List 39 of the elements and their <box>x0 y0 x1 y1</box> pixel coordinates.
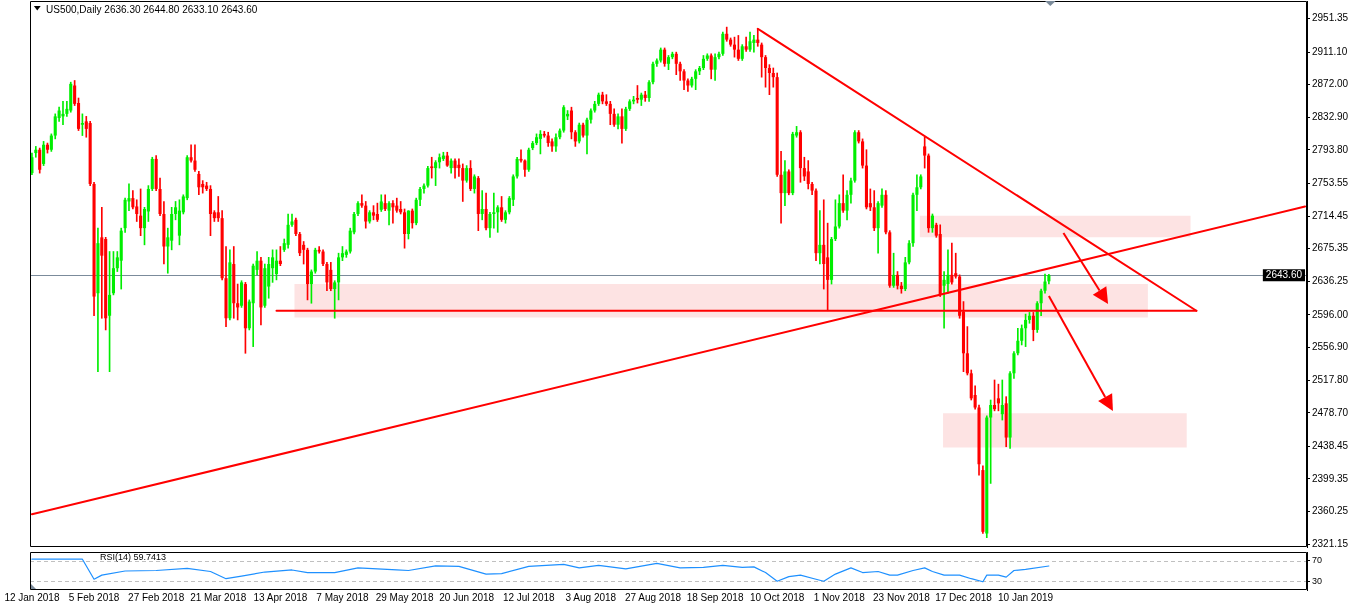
x-tick-label: 27 Aug 2018 <box>624 591 682 603</box>
x-tick-label: 1 Nov 2018 <box>813 591 866 603</box>
x-tick-label: 10 Oct 2018 <box>749 591 805 603</box>
x-tick-label: 12 Jan 2018 <box>4 591 60 603</box>
y-tick-label: 2517.80 <box>1312 373 1349 385</box>
ref-line-label: 2643.60 <box>1265 269 1303 281</box>
x-tick-label: 23 Nov 2018 <box>873 591 931 603</box>
y-tick-label: 2714.45 <box>1312 209 1349 221</box>
y-tick-label: 2360.25 <box>1312 505 1349 517</box>
y-tick-label: 2399.35 <box>1312 472 1349 484</box>
y-tick-label: 2556.90 <box>1312 341 1349 353</box>
y-tick-label: 2951.35 <box>1312 12 1349 24</box>
y-tick-label: 30 <box>1312 575 1323 586</box>
x-tick-label: 21 Mar 2018 <box>190 591 247 603</box>
y-tick-label: 2438.45 <box>1312 440 1349 452</box>
x-tick-label: 5 Feb 2018 <box>68 591 120 603</box>
y-tick-label: 2636.25 <box>1312 275 1349 287</box>
y-tick-label: 70 <box>1312 555 1323 566</box>
x-tick-label: 20 Jun 2018 <box>439 591 495 603</box>
x-tick-label: 13 Apr 2018 <box>253 591 308 603</box>
x-tick-label: 29 May 2018 <box>375 591 434 603</box>
x-tick-label: 18 Sep 2018 <box>686 591 744 603</box>
y-tick-label: 2911.10 <box>1312 45 1348 57</box>
x-tick-label: 17 Dec 2018 <box>935 591 993 603</box>
y-tick-label: 2793.80 <box>1312 143 1349 155</box>
chart-title: RSI(14) 59.7413 <box>100 551 167 562</box>
y-tick-label: 2832.90 <box>1312 111 1349 123</box>
x-tick-label: 10 Jan 2019 <box>998 591 1054 603</box>
y-tick-label: 2478.70 <box>1312 406 1349 418</box>
y-tick-label: 2596.00 <box>1312 308 1349 320</box>
y-tick-label: 2675.35 <box>1312 242 1349 254</box>
y-tick-label: 2872.00 <box>1312 78 1349 90</box>
y-tick-label: 2321.15 <box>1312 537 1349 549</box>
x-tick-label: 12 Jul 2018 <box>502 591 556 603</box>
x-tick-label: 27 Feb 2018 <box>128 591 185 603</box>
y-tick-label: 2753.55 <box>1312 177 1349 189</box>
x-tick-label: 3 Aug 2018 <box>565 591 617 603</box>
x-tick-label: 7 May 2018 <box>316 591 370 603</box>
chart-title: US500,Daily 2636.30 2644.80 2633.10 2643.60 <box>46 3 258 15</box>
